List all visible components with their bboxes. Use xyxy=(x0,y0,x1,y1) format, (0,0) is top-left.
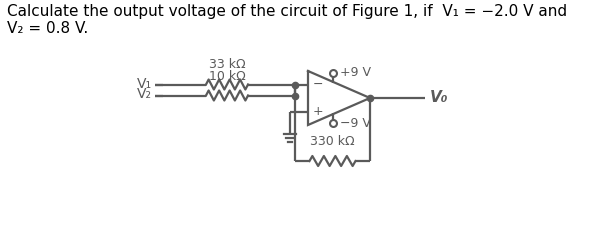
Text: +9 V: +9 V xyxy=(340,66,371,79)
Text: V₂ = 0.8 V.: V₂ = 0.8 V. xyxy=(7,21,88,36)
Text: 33 kΩ: 33 kΩ xyxy=(209,58,245,72)
Text: +: + xyxy=(313,105,323,118)
Text: 10 kΩ: 10 kΩ xyxy=(209,69,246,82)
Text: V₂: V₂ xyxy=(137,88,152,102)
Text: Calculate the output voltage of the circuit of Figure 1, if  V₁ = −2.0 V and: Calculate the output voltage of the circ… xyxy=(7,4,567,19)
Text: −: − xyxy=(313,78,323,91)
Text: V₀: V₀ xyxy=(430,89,448,104)
Text: 330 kΩ: 330 kΩ xyxy=(310,135,355,148)
Text: V₁: V₁ xyxy=(137,76,152,90)
Text: −9 V: −9 V xyxy=(340,117,370,130)
